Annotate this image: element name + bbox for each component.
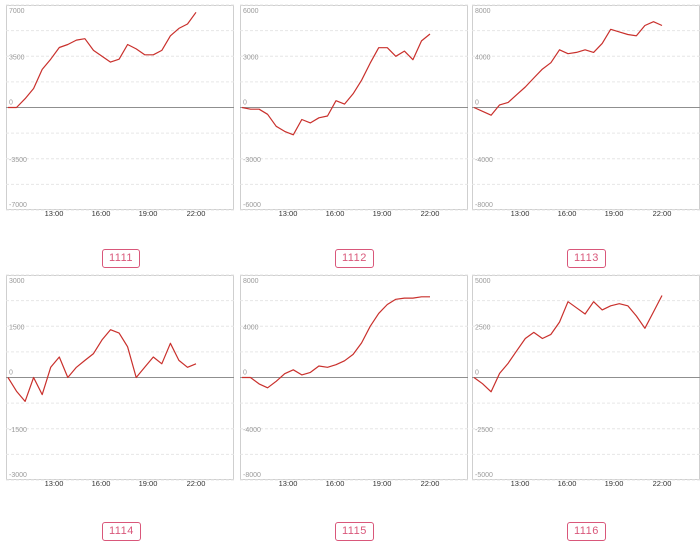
y-tick-label: -2500 (475, 427, 493, 434)
x-tick-label: 13:00 (511, 479, 530, 488)
chart-panel-1111: 7000 3500 0 -3500 -7000 13:00 16:00 19:00 22:00 (6, 4, 234, 218)
chart-id-badge: 1116 (567, 522, 606, 541)
chart-panel-1112: 6000 3000 0 -3000 -6000 13:00 16:00 19:00 22:00 (240, 4, 468, 218)
chart-panel-1115: 8000 4000 0 -4000 -8000 13:00 16:00 19:00 22:00 (240, 274, 468, 488)
series-line (473, 21, 663, 116)
x-tick-label: 19:00 (373, 479, 392, 488)
x-tick-label: 13:00 (45, 479, 64, 488)
x-tick-label: 19:00 (139, 209, 158, 218)
y-tick-label: 0 (243, 100, 247, 107)
y-tick-label: 5000 (475, 278, 491, 285)
x-tick-label: 16:00 (92, 209, 111, 218)
y-tick-label: 8000 (243, 278, 259, 285)
x-tick-label: 13:00 (279, 209, 298, 218)
x-tick-label: 22:00 (421, 209, 440, 218)
chart-svg: 7000 3500 0 -3500 -7000 13:00 16:00 19:00 22:00 (6, 4, 234, 218)
chart-id-badge: 1113 (567, 249, 606, 268)
y-tick-label: -8000 (475, 202, 493, 209)
x-tick-label: 13:00 (279, 479, 298, 488)
y-tick-label: 0 (9, 100, 13, 107)
y-tick-label: 3000 (9, 278, 25, 285)
y-tick-label: -3500 (9, 157, 27, 164)
y-tick-label: 7000 (9, 8, 25, 15)
chart-svg: 5000 2500 0 -2500 -5000 13:00 16:00 19:00 22:00 (472, 274, 700, 488)
x-tick-label: 22:00 (187, 209, 206, 218)
x-tick-label: 16:00 (558, 479, 577, 488)
x-tick-label: 19:00 (373, 209, 392, 218)
y-tick-label: -8000 (243, 472, 261, 479)
x-tick-label: 19:00 (605, 479, 624, 488)
y-tick-label: 4000 (243, 324, 259, 331)
y-tick-label: -4000 (475, 157, 493, 164)
y-tick-label: -3000 (243, 157, 261, 164)
x-tick-label: 16:00 (326, 479, 345, 488)
x-tick-label: 13:00 (45, 209, 64, 218)
x-tick-label: 19:00 (605, 209, 624, 218)
y-tick-label: 0 (475, 370, 479, 377)
y-tick-label: -7000 (9, 202, 27, 209)
chart-id-badge: 1111 (102, 249, 141, 268)
y-tick-label: 1500 (9, 324, 25, 331)
series-line (241, 33, 431, 136)
y-tick-label: 8000 (475, 8, 491, 15)
chart-svg: 8000 4000 0 -4000 -8000 13:00 16:00 19:00 22:00 (240, 274, 468, 488)
series-line (473, 295, 663, 393)
y-tick-label: 0 (243, 370, 247, 377)
y-tick-label: 2500 (475, 324, 491, 331)
x-tick-label: 22:00 (653, 209, 672, 218)
chart-panel-1113: 8000 4000 0 -4000 -8000 13:00 16:00 19:00 22:00 (472, 4, 700, 218)
chart-svg: 8000 4000 0 -4000 -8000 13:00 16:00 19:00 22:00 (472, 4, 700, 218)
y-tick-label: -6000 (243, 202, 261, 209)
series-line (242, 296, 430, 389)
x-tick-label: 22:00 (421, 479, 440, 488)
chart-id-badge: 1114 (102, 522, 141, 541)
y-tick-label: -3000 (9, 472, 27, 479)
y-tick-label: 6000 (243, 8, 259, 15)
y-tick-label: 3000 (243, 54, 259, 61)
y-tick-label: 3500 (9, 54, 25, 61)
x-tick-label: 16:00 (92, 479, 111, 488)
y-tick-label: 0 (9, 370, 13, 377)
chart-id-badge: 1115 (335, 522, 374, 541)
x-tick-label: 16:00 (326, 209, 345, 218)
series-line (7, 329, 197, 403)
chart-panel-1114: 3000 1500 0 -1500 -3000 13:00 16:00 19:00 22:00 (6, 274, 234, 488)
chart-panel-1116: 5000 2500 0 -2500 -5000 13:00 16:00 19:00 22:00 (472, 274, 700, 488)
series-line (8, 11, 197, 109)
x-tick-label: 13:00 (511, 209, 530, 218)
y-tick-label: -1500 (9, 427, 27, 434)
y-tick-label: 0 (475, 100, 479, 107)
x-tick-label: 19:00 (139, 479, 158, 488)
chart-svg: 3000 1500 0 -1500 -3000 13:00 16:00 19:00 22:00 (6, 274, 234, 488)
x-tick-label: 16:00 (558, 209, 577, 218)
y-tick-label: 4000 (475, 54, 491, 61)
x-tick-label: 22:00 (187, 479, 206, 488)
x-tick-label: 22:00 (653, 479, 672, 488)
chart-svg: 6000 3000 0 -3000 -6000 13:00 16:00 19:00 22:00 (240, 4, 468, 218)
y-tick-label: -5000 (475, 472, 493, 479)
y-tick-label: -4000 (243, 427, 261, 434)
chart-id-badge: 1112 (335, 249, 374, 268)
